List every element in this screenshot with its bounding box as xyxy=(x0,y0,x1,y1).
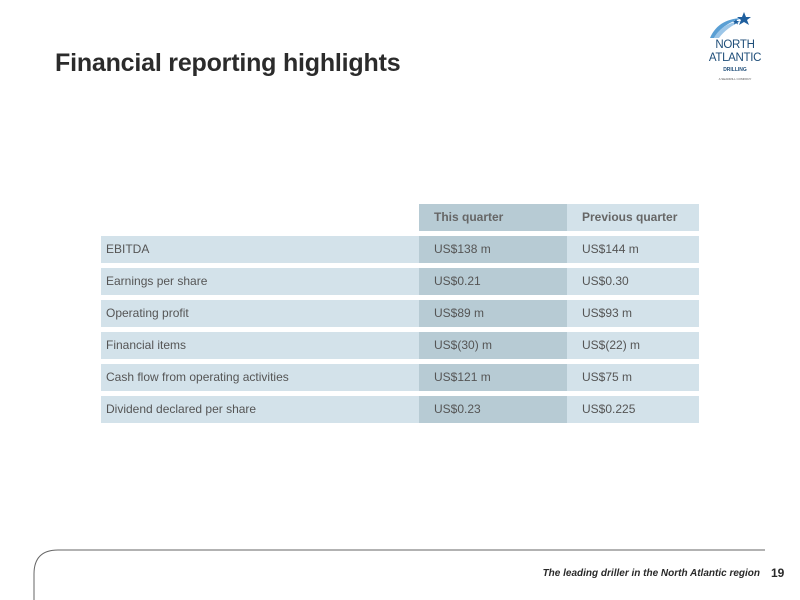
logo-tagline: A SEADRILL COMPANY xyxy=(718,77,752,81)
row-label: EBITDA xyxy=(101,236,419,263)
previous-quarter-value: US$75 m xyxy=(567,364,699,391)
this-quarter-value: US$121 m xyxy=(419,364,567,391)
previous-quarter-value: US$144 m xyxy=(567,236,699,263)
previous-quarter-value: US$93 m xyxy=(567,300,699,327)
row-label: Financial items xyxy=(101,332,419,359)
row-label: Cash flow from operating activities xyxy=(101,364,419,391)
header-this-quarter: This quarter xyxy=(419,204,567,231)
page-number: 19 xyxy=(771,566,785,580)
previous-quarter-value: US$(22) m xyxy=(567,332,699,359)
company-logo: NORTH ATLANTIC DRILLING A SEADRILL COMPA… xyxy=(700,8,770,90)
table-row: Earnings per share US$0.21 US$0.30 xyxy=(101,268,699,295)
financial-highlights-table: This quarter Previous quarter EBITDA US$… xyxy=(101,204,699,428)
table-row: Cash flow from operating activities US$1… xyxy=(101,364,699,391)
shooting-star-logo-icon xyxy=(710,12,751,38)
this-quarter-value: US$0.23 xyxy=(419,396,567,423)
row-label: Dividend declared per share xyxy=(101,396,419,423)
header-previous-quarter: Previous quarter xyxy=(567,204,699,231)
table-row: EBITDA US$138 m US$144 m xyxy=(101,236,699,263)
footer-tagline: The leading driller in the North Atlanti… xyxy=(542,568,760,579)
logo-line-north: NORTH xyxy=(715,39,755,51)
row-label: Earnings per share xyxy=(101,268,419,295)
previous-quarter-value: US$0.30 xyxy=(567,268,699,295)
table-header-row: This quarter Previous quarter xyxy=(101,204,699,231)
table-row: Operating profit US$89 m US$93 m xyxy=(101,300,699,327)
row-label: Operating profit xyxy=(101,300,419,327)
this-quarter-value: US$0.21 xyxy=(419,268,567,295)
footer-curve-decoration xyxy=(33,549,765,600)
logo-line-drilling: DRILLING xyxy=(723,67,747,73)
previous-quarter-value: US$0.225 xyxy=(567,396,699,423)
table-row: Financial items US$(30) m US$(22) m xyxy=(101,332,699,359)
this-quarter-value: US$138 m xyxy=(419,236,567,263)
slide-title: Financial reporting highlights xyxy=(55,49,401,77)
this-quarter-value: US$89 m xyxy=(419,300,567,327)
this-quarter-value: US$(30) m xyxy=(419,332,567,359)
table-row: Dividend declared per share US$0.23 US$0… xyxy=(101,396,699,423)
logo-line-atlantic: ATLANTIC xyxy=(708,52,762,64)
